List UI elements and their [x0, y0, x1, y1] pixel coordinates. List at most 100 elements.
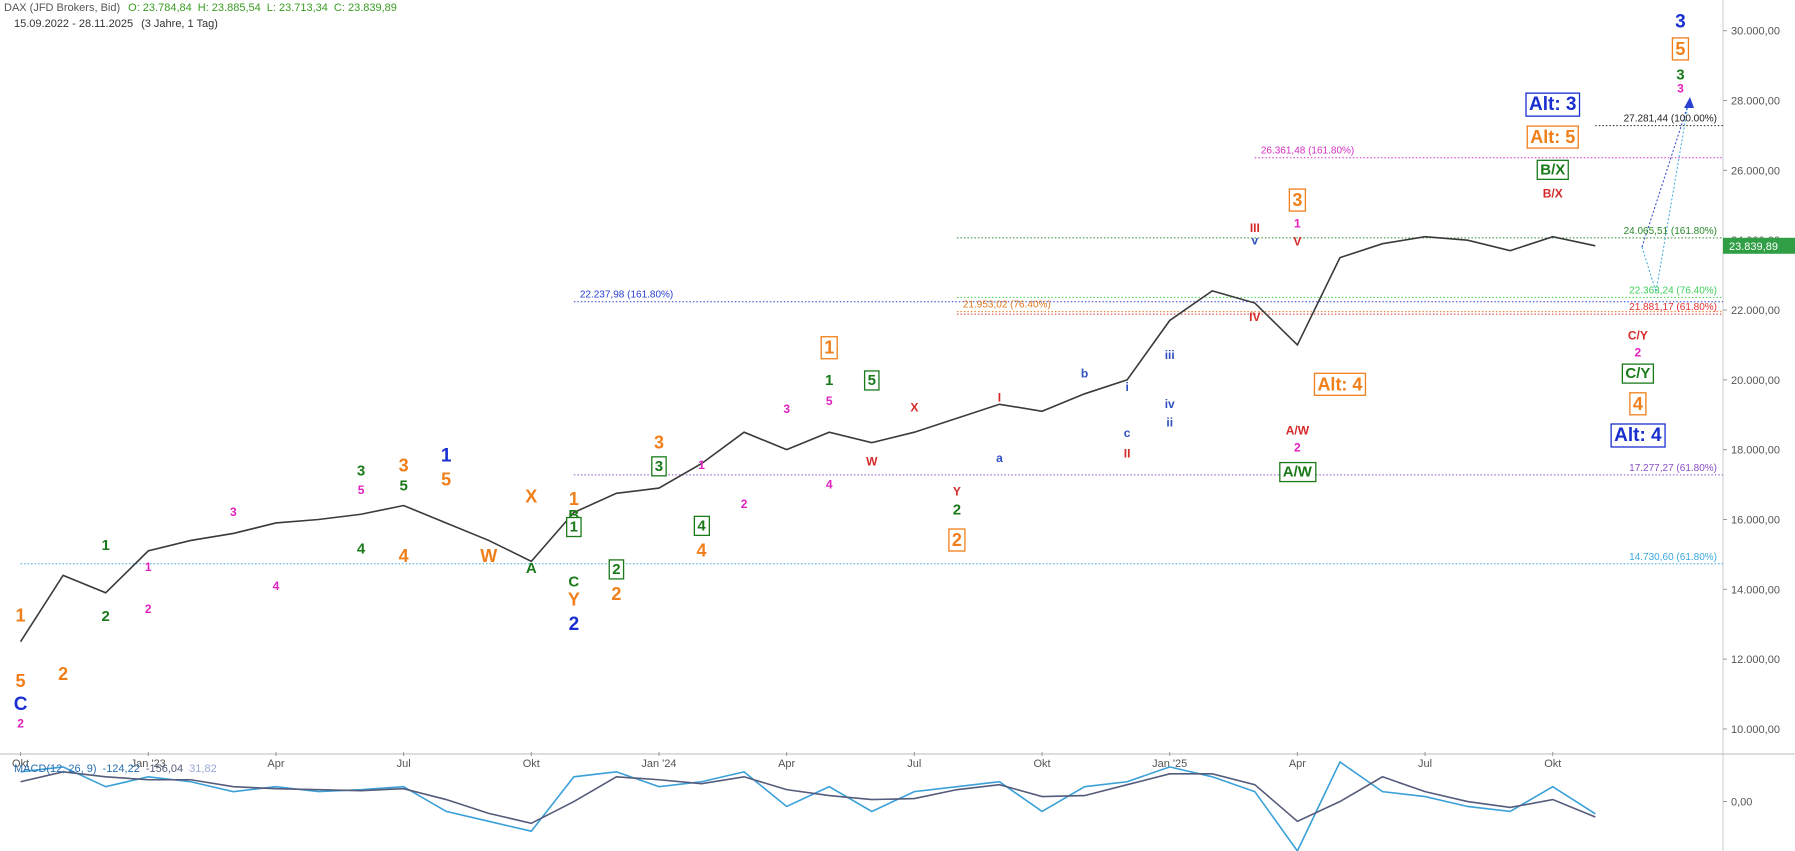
wave-label: 1 [569, 489, 579, 509]
wave-label-text: II [1124, 446, 1131, 460]
wave-label-text: 5 [399, 477, 407, 494]
wave-label: 4 [399, 546, 409, 566]
wave-label: 3 [651, 456, 667, 477]
wave-label: iv [1165, 397, 1175, 411]
wave-label: Alt: 4 [1313, 372, 1367, 396]
wave-label: 5 [1671, 37, 1690, 61]
wave-label-text: 3 [357, 462, 365, 479]
ohlc-value: C: 23.839,89 [334, 2, 397, 14]
wave-label-text: 5 [441, 469, 451, 489]
wave-label: 5 [826, 394, 833, 408]
wave-label-text: Alt: 3 [1529, 94, 1577, 115]
forecast-path-alt [1641, 104, 1689, 293]
wave-label-box [1536, 159, 1569, 180]
wave-label: 2 [58, 664, 68, 684]
wave-label: I [998, 390, 1001, 404]
wave-label-box [608, 559, 625, 580]
wave-label-text: X [910, 401, 918, 415]
wave-label-text: 3 [1675, 12, 1686, 33]
wave-label-text: 1 [569, 489, 579, 509]
fib-level-label: 26.361,48 (161.80%) [1261, 146, 1354, 157]
wave-label-text: 2 [58, 664, 68, 684]
forecast-path [1641, 104, 1689, 248]
wave-label-text: B/X [1543, 187, 1563, 201]
x-tick-label: Jan '23 [131, 758, 166, 770]
x-tick-label: Jan '25 [1152, 758, 1187, 770]
wave-label-text: 1 [441, 446, 452, 467]
y-tick-label: 16.000,00 [1731, 514, 1780, 526]
wave-label: 5 [399, 477, 407, 494]
wave-label-box [1525, 92, 1581, 117]
x-tick-label: Apr [267, 758, 284, 770]
wave-label-text: 1 [1294, 216, 1301, 230]
wave-label-text: iii [1165, 348, 1175, 362]
wave-label-text: 5 [358, 483, 365, 497]
wave-label: 2 [102, 608, 110, 625]
wave-label: 3 [1677, 81, 1684, 95]
wave-label-text: 2 [145, 602, 152, 616]
wave-label: 3 [357, 462, 365, 479]
wave-label-text: a [996, 451, 1003, 465]
fib-level-label: 24.065,51 (161.80%) [1624, 226, 1717, 237]
ohlc-value: L: 23.713,34 [267, 2, 328, 14]
wave-label: b [1081, 366, 1088, 380]
wave-label: C/Y [1628, 329, 1648, 343]
wave-label-text: C [14, 694, 28, 715]
wave-label: X [910, 401, 918, 415]
wave-label-box [693, 515, 711, 537]
wave-label-text: 2 [569, 614, 580, 635]
wave-label: 1 [566, 516, 582, 538]
wave-label: B/X [1536, 159, 1569, 180]
wave-label: 4 [1629, 392, 1647, 416]
wave-label: 2 [17, 717, 24, 731]
wave-label: IV [1249, 310, 1260, 324]
wave-label-text: 5 [1675, 39, 1685, 59]
wave-label-text: 3 [1676, 66, 1684, 83]
x-tick-label: Okt [1033, 758, 1050, 770]
wave-label-text: 1 [102, 537, 110, 554]
wave-label: 1 [698, 458, 705, 472]
wave-label: 3 [1675, 12, 1686, 33]
wave-label: 2 [741, 497, 748, 511]
wave-label: 3 [654, 433, 664, 453]
last-price-box [1723, 237, 1795, 254]
wave-label-text: A/W [1283, 464, 1313, 481]
wave-label-text: 2 [611, 584, 621, 604]
wave-label: A/W [1286, 424, 1310, 438]
wave-label-text: 1 [698, 458, 705, 472]
macd-value: 31,82 [189, 763, 217, 775]
wave-label-text: 2 [1635, 346, 1642, 360]
wave-label-box [1621, 363, 1655, 384]
wave-label-text: 1 [145, 560, 152, 574]
wave-label-text: X [525, 487, 537, 507]
wave-label-text: 3 [654, 433, 664, 453]
wave-label: 4 [693, 515, 711, 537]
wave-label-text: ii [1166, 416, 1173, 430]
wave-label-text: 2 [102, 608, 110, 625]
wave-label: Y [953, 484, 961, 498]
wave-label: a [996, 451, 1003, 465]
wave-label: 2 [569, 614, 580, 635]
wave-label-text: 5 [16, 671, 26, 691]
x-tick-label: Okt [523, 758, 540, 770]
wave-label-text: 3 [230, 505, 237, 519]
wave-label-text: 4 [826, 477, 833, 491]
x-tick-label: Apr [1289, 758, 1306, 770]
wave-label-text: iv [1165, 397, 1175, 411]
wave-label-text: C/Y [1628, 329, 1648, 343]
wave-label-text: 4 [697, 517, 706, 534]
wave-label-text: 1 [570, 519, 578, 536]
wave-label-text: 2 [953, 501, 961, 518]
wave-label: A [526, 560, 537, 577]
wave-label-text: Y [568, 590, 580, 610]
last-price-label: 23.839,89 [1729, 241, 1778, 253]
fib-level-label: 17.277,27 (61.80%) [1629, 463, 1717, 474]
wave-label-text: 2 [741, 497, 748, 511]
wave-label: 4 [273, 579, 280, 593]
wave-label-text: b [1081, 366, 1088, 380]
x-tick-label: Okt [1544, 758, 1561, 770]
series-line [19, 235, 1596, 643]
chart-title: DAX (JFD Brokers, Bid) [4, 2, 120, 14]
